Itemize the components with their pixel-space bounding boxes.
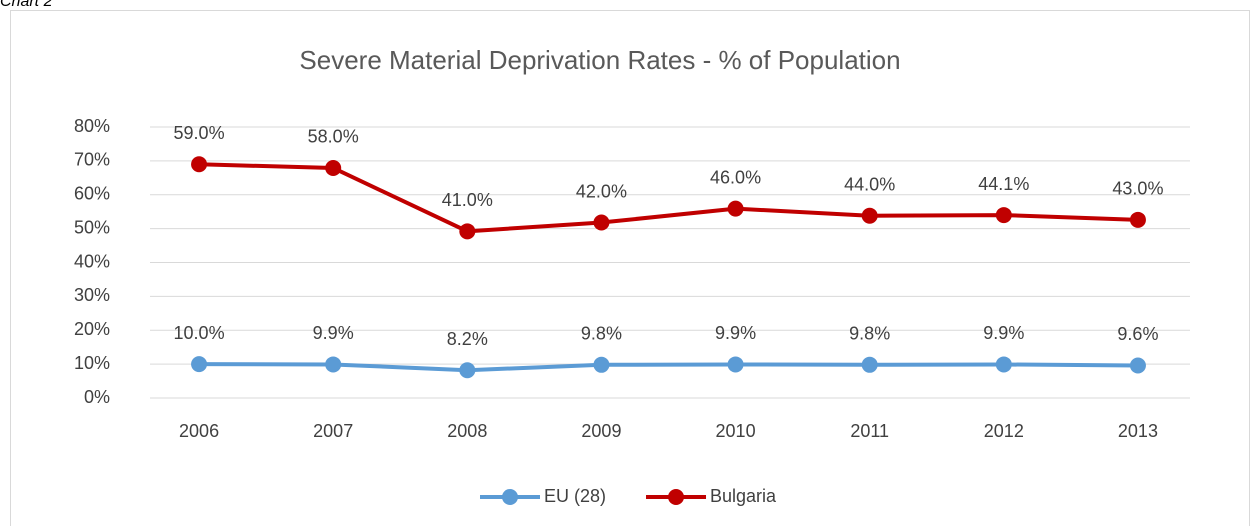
series-line — [199, 362, 1138, 373]
legend-marker — [502, 489, 518, 505]
point — [325, 159, 342, 176]
x-tick-label: 2010 — [716, 421, 756, 441]
y-tick-label: 80% — [74, 116, 110, 136]
x-tick-label: 2012 — [984, 421, 1024, 441]
x-tick-label: 2011 — [850, 421, 889, 441]
caption: Chart 2 — [0, 0, 53, 10]
x-tick-label: 2006 — [179, 421, 219, 441]
y-tick-label: 20% — [74, 319, 110, 339]
data-label: 42.0% — [576, 181, 627, 201]
chart-border — [10, 10, 1250, 526]
series-line — [199, 162, 1139, 234]
point — [861, 207, 878, 224]
data-label: 9.8% — [581, 324, 622, 344]
point — [1129, 211, 1146, 228]
point — [459, 223, 476, 240]
legend-marker — [668, 489, 685, 505]
data-label: 46.0% — [710, 167, 761, 187]
point — [191, 356, 208, 373]
data-label: 9.8% — [849, 324, 890, 344]
data-label: 9.6% — [1117, 324, 1158, 344]
legend-label: EU (28) — [544, 486, 606, 506]
legend-label: Bulgaria — [710, 486, 777, 506]
point — [995, 356, 1012, 373]
data-label: 9.9% — [715, 323, 756, 343]
point — [191, 156, 208, 173]
data-label: 9.9% — [983, 323, 1024, 343]
point — [593, 214, 610, 231]
point — [1129, 357, 1146, 374]
data-label: 44.1% — [978, 174, 1029, 194]
point — [727, 356, 744, 373]
point — [325, 356, 342, 373]
data-label: 43.0% — [1112, 179, 1163, 199]
y-tick-label: 30% — [74, 285, 110, 305]
data-label: 8.2% — [447, 329, 488, 349]
point — [593, 356, 610, 373]
x-tick-label: 2013 — [1118, 421, 1158, 441]
data-label: 41.0% — [442, 190, 493, 210]
x-tick-label: 2009 — [581, 421, 621, 441]
point — [861, 356, 878, 373]
x-tick-label: 2007 — [313, 421, 353, 441]
point — [727, 200, 744, 217]
y-tick-label: 60% — [74, 184, 110, 204]
y-tick-label: 0% — [84, 387, 110, 407]
data-label: 58.0% — [308, 127, 359, 147]
point — [995, 207, 1012, 224]
y-tick-label: 70% — [74, 150, 110, 170]
point — [459, 362, 476, 379]
data-label: 59.0% — [174, 123, 225, 143]
data-label: 10.0% — [174, 323, 225, 343]
data-label: 44.0% — [844, 175, 895, 195]
data-label: 9.9% — [313, 323, 354, 343]
chart-title: Severe Material Deprivation Rates - % of… — [299, 45, 900, 75]
y-tick-label: 10% — [74, 353, 110, 373]
x-tick-label: 2008 — [447, 421, 487, 441]
y-tick-label: 50% — [74, 217, 110, 237]
y-tick-label: 40% — [74, 251, 110, 271]
